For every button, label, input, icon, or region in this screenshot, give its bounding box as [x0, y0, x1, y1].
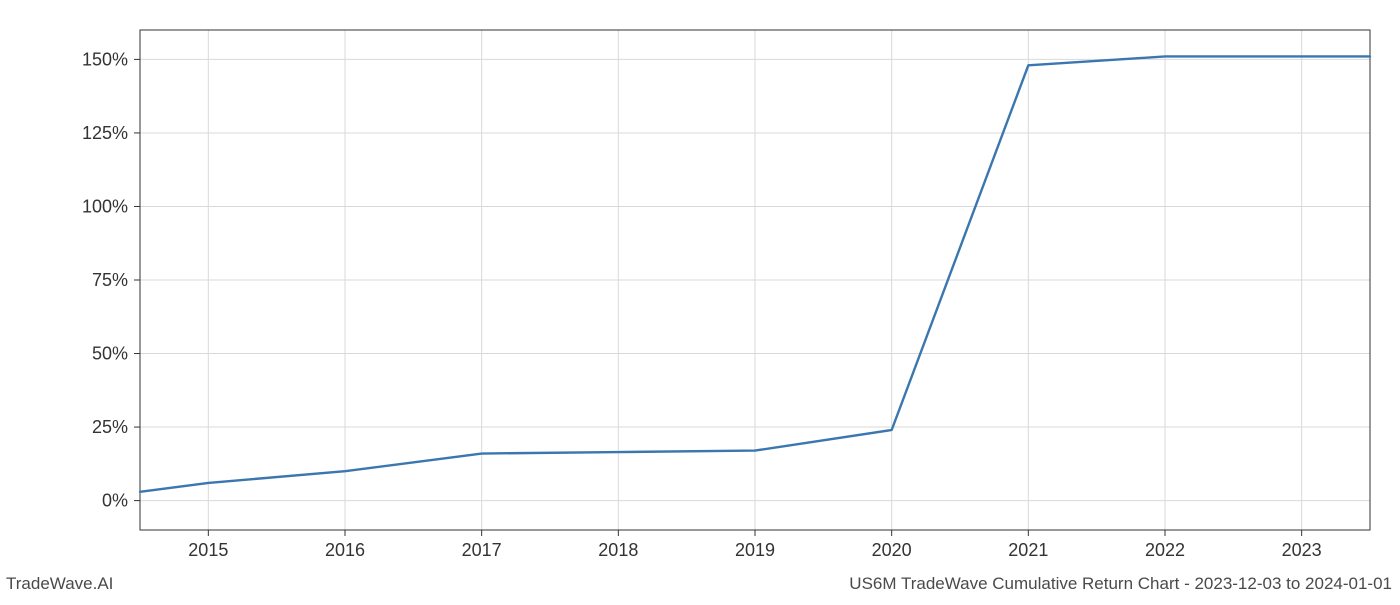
svg-text:2017: 2017: [462, 540, 502, 560]
footer-left-text: TradeWave.AI: [6, 574, 113, 594]
svg-text:2022: 2022: [1145, 540, 1185, 560]
chart-container: 2015 2016 2017 2018 2019 2020 2021 2022 2023 0% 25…: [0, 0, 1400, 600]
svg-text:2020: 2020: [872, 540, 912, 560]
svg-text:2018: 2018: [598, 540, 638, 560]
svg-text:0%: 0%: [102, 491, 128, 511]
svg-text:2016: 2016: [325, 540, 365, 560]
line-chart-svg: 2015 2016 2017 2018 2019 2020 2021 2022 2023 0% 25…: [0, 0, 1400, 600]
svg-text:2019: 2019: [735, 540, 775, 560]
svg-text:25%: 25%: [92, 417, 128, 437]
svg-text:75%: 75%: [92, 270, 128, 290]
svg-text:2015: 2015: [188, 540, 228, 560]
svg-text:100%: 100%: [82, 196, 128, 216]
svg-text:2023: 2023: [1282, 540, 1322, 560]
svg-text:125%: 125%: [82, 123, 128, 143]
svg-text:2021: 2021: [1008, 540, 1048, 560]
svg-text:50%: 50%: [92, 344, 128, 364]
footer-right-text: US6M TradeWave Cumulative Return Chart -…: [849, 574, 1392, 594]
svg-text:150%: 150%: [82, 49, 128, 69]
